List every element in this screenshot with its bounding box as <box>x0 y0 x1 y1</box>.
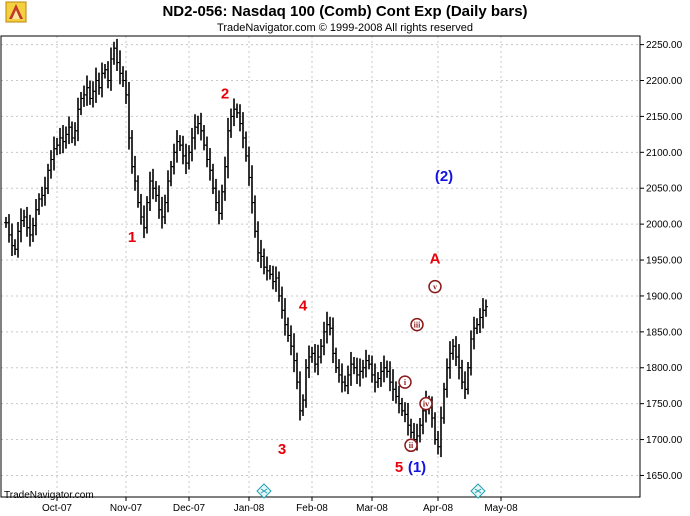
wave-label: 3 <box>278 441 286 458</box>
subwave-circle-icon <box>404 438 418 453</box>
subwave-label: ii <box>409 441 414 450</box>
x-tick-label: May-08 <box>484 503 518 514</box>
wave-label: 5 <box>395 459 403 476</box>
subwave-label: v <box>433 282 437 291</box>
wave-label: 2 <box>221 85 229 102</box>
y-axis: 1650.00 1700.00 1750.00 1800.00 1850.00 1900.… <box>640 40 683 482</box>
y-tick-label: 1900.00 <box>646 291 683 302</box>
subwave-marker: v <box>428 279 442 294</box>
y-tick-label: 2100.00 <box>646 148 683 159</box>
x-axis: Oct-07 Nov-07 Dec-07 Jan-08 Feb-08 Mar-08 Apr-… <box>42 497 518 514</box>
wave-label: (1) <box>408 459 426 476</box>
subwave-label: i <box>404 378 407 387</box>
y-tick-label: 2050.00 <box>646 184 683 195</box>
y-tick-label: 1800.00 <box>646 363 683 374</box>
y-tick-label: 2000.00 <box>646 220 683 231</box>
wave-label: 4 <box>299 297 308 314</box>
subwave-marker: iii <box>410 317 424 332</box>
chart-subtitle: TradeNavigator.com © 1999-2008 All right… <box>217 22 473 34</box>
subwave-circle-icon <box>419 396 433 411</box>
wave-label: 1 <box>128 229 136 246</box>
ohlc-bars <box>4 38 488 458</box>
x-tick-label: Jan-08 <box>234 503 265 514</box>
wave-label: A <box>430 251 441 268</box>
x-tick-label: Mar-08 <box>356 503 388 514</box>
wave-label: (2) <box>435 168 453 185</box>
subwave-marker: ii <box>404 438 418 453</box>
y-tick-label: 1650.00 <box>646 471 683 482</box>
event-diamond-icon <box>256 483 272 499</box>
subwave-circle-icon <box>398 375 412 389</box>
subwave-label: iii <box>414 320 421 329</box>
grid-lines <box>1 36 640 497</box>
y-tick-label: 2200.00 <box>646 76 683 87</box>
ohlc-bar <box>484 299 488 317</box>
subwave-marker: i <box>398 375 412 389</box>
event-diamond-icon <box>470 483 486 499</box>
x-tick-label: Dec-07 <box>173 503 206 514</box>
footer-brand: TradeNavigator.com <box>4 490 94 501</box>
y-tick-label: 1750.00 <box>646 399 683 410</box>
y-tick-label: 1950.00 <box>646 256 683 267</box>
y-tick-label: 1700.00 <box>646 435 683 446</box>
subwave-label: iv <box>423 399 429 408</box>
subwave-circle-icon <box>410 317 424 332</box>
tradenavigator-logo-icon <box>5 1 27 23</box>
x-tick-label: Feb-08 <box>296 503 328 514</box>
x-tick-label: Oct-07 <box>42 503 72 514</box>
x-tick-label: Apr-08 <box>423 503 453 514</box>
y-tick-label: 2150.00 <box>646 112 683 123</box>
plot-frame <box>0 35 641 498</box>
wave-labels: 1 2 3 4 5 (1) A (2) <box>128 85 453 475</box>
x-tick-label: Nov-07 <box>110 503 143 514</box>
event-markers <box>256 483 486 499</box>
y-tick-label: 2250.00 <box>646 40 683 51</box>
subwave-marker: iv <box>419 396 433 411</box>
subwave-circle-icon <box>428 279 442 294</box>
chart-title: ND2-056: Nasdaq 100 (Comb) Cont Exp (Dai… <box>162 3 527 20</box>
y-tick-label: 1850.00 <box>646 327 683 338</box>
